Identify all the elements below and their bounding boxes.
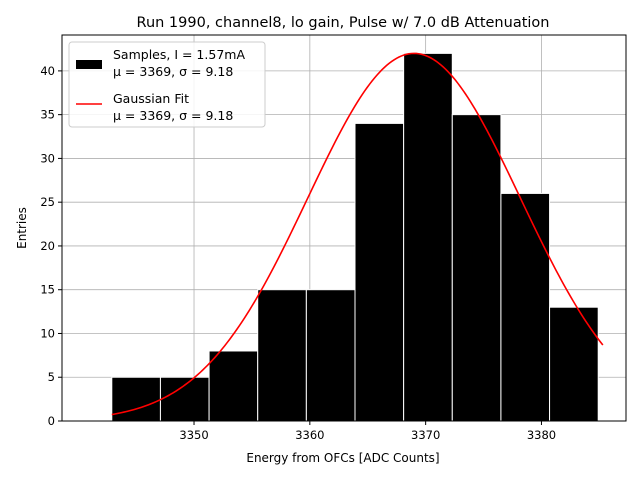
histogram-bar (208, 350, 259, 422)
histogram-bar (500, 192, 551, 422)
y-axis-ticks: 0 5 10 15 20 25 30 35 40 (40, 64, 62, 428)
histogram-bar (257, 289, 307, 422)
y-tick-label: 40 (40, 64, 55, 78)
legend-label-fit: Gaussian Fit (113, 91, 189, 106)
legend-box (68, 41, 266, 128)
chart-title: Run 1990, channel8, lo gain, Pulse w/ 7.… (137, 15, 550, 31)
x-tick-label: 3360 (295, 428, 324, 442)
legend-swatch-samples (76, 60, 102, 69)
y-tick-label: 5 (48, 370, 55, 384)
y-tick-label: 25 (40, 195, 55, 209)
legend-sub-fit: μ = 3369, σ = 9.18 (113, 108, 233, 123)
x-axis-label: Energy from OFCs [ADC Counts] (246, 451, 439, 465)
x-tick-label: 3350 (179, 428, 208, 442)
y-tick-label: 30 (40, 151, 55, 165)
y-tick-label: 15 (40, 283, 55, 297)
x-axis-ticks: 3350 3360 3370 3380 (179, 421, 556, 442)
x-tick-label: 3370 (411, 428, 440, 442)
gaussian-fit-line (111, 52, 604, 416)
y-axis-label: Entries (15, 207, 29, 249)
legend-sub-samples: μ = 3369, σ = 9.18 (113, 64, 233, 79)
histogram-bar (354, 122, 405, 422)
legend: Samples, I = 1.57mA μ = 3369, σ = 9.18 G… (68, 41, 266, 128)
histogram-bar (305, 289, 356, 422)
histogram-bar (159, 376, 210, 422)
histogram-bar (451, 114, 502, 422)
legend-label-samples: Samples, I = 1.57mA (113, 47, 245, 62)
y-tick-label: 35 (40, 108, 55, 122)
histogram-bar (549, 306, 599, 422)
histogram-bar (111, 376, 161, 422)
plot-frame (61, 34, 627, 422)
histogram-bar (403, 52, 453, 422)
y-tick-label: 0 (48, 414, 55, 428)
y-tick-label: 20 (40, 239, 55, 253)
x-tick-label: 3380 (527, 428, 556, 442)
y-tick-label: 10 (40, 326, 55, 340)
